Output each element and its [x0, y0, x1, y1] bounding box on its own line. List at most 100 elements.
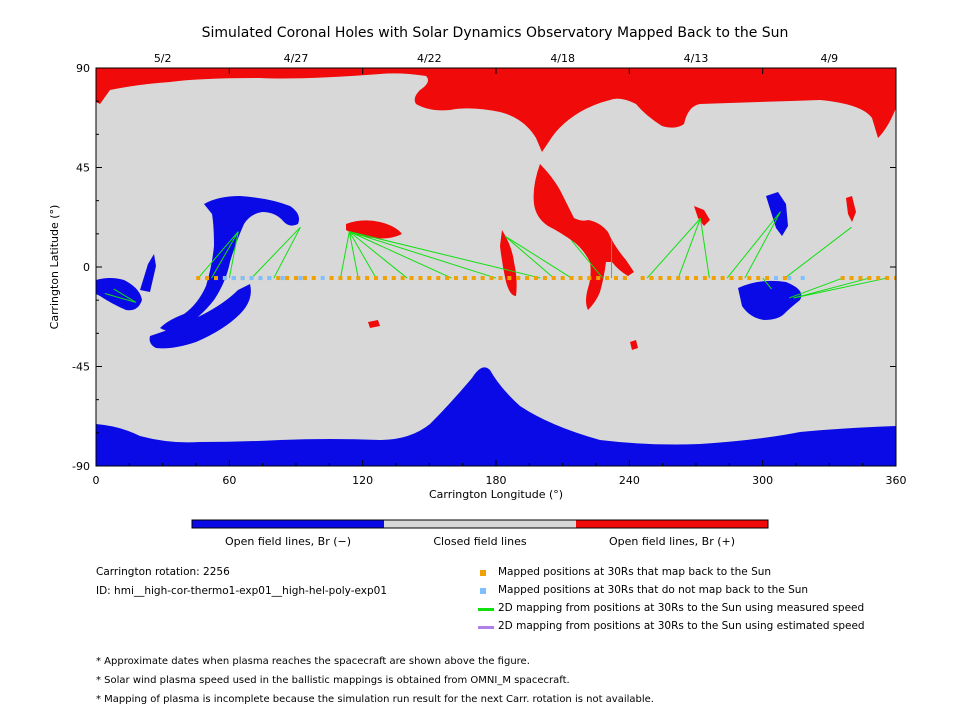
- chart-title: Simulated Coronal Holes with Solar Dynam…: [202, 25, 789, 41]
- mapped-point: [640, 276, 645, 281]
- unmapped-point: [222, 276, 227, 281]
- mapped-point: [658, 276, 663, 281]
- unmapped-point: [267, 276, 272, 281]
- mapped-point: [418, 276, 423, 281]
- unmapped-point: [240, 276, 245, 281]
- mapped-point: [498, 276, 503, 281]
- mapped-point: [454, 276, 458, 281]
- unmapped-point: [774, 276, 778, 281]
- mapped-point: [400, 276, 405, 281]
- positive-hole-small: [368, 320, 380, 328]
- mapped-point: [534, 276, 538, 281]
- mapped-point: [622, 276, 627, 281]
- mapped-point: [365, 276, 370, 281]
- y-tick-label: 0: [83, 261, 90, 274]
- mapped-point: [382, 276, 387, 281]
- mapped-point: [614, 276, 618, 281]
- mapped-point: [756, 276, 761, 281]
- measured-mapping-line: [104, 293, 137, 303]
- x-axis: 0 60 120 180 240 300 360: [93, 68, 907, 487]
- mapped-point: [560, 276, 565, 281]
- top-date-label: 4/27: [284, 52, 309, 65]
- mapped-point: [409, 276, 414, 281]
- colorbar-positive: [576, 520, 768, 528]
- positive-hole-center-b: [500, 230, 517, 296]
- negative-hole-left-edge: [96, 278, 142, 311]
- mapped-point: [782, 276, 787, 281]
- x-axis-label: Carrington Longitude (°): [429, 488, 563, 501]
- mapped-point: [338, 276, 343, 281]
- measured-mapping-line: [504, 235, 555, 279]
- x-tick-label: 0: [93, 474, 100, 487]
- mapped-point: [214, 276, 218, 281]
- unmapped-point: [787, 276, 792, 281]
- x-tick-label: 180: [486, 474, 507, 487]
- orange-square-icon: [480, 570, 486, 576]
- top-date-label: 5/2: [154, 52, 172, 65]
- measured-mapping-line: [348, 231, 359, 279]
- mapped-point: [587, 276, 592, 281]
- mapped-point: [374, 276, 378, 281]
- mapped-point: [894, 276, 896, 281]
- mapped-point: [729, 276, 734, 281]
- green-line-icon: [478, 608, 494, 611]
- mapped-point: [196, 276, 201, 281]
- mapped-point: [702, 276, 707, 281]
- mapped-point: [391, 276, 396, 281]
- mapped-point: [427, 276, 432, 281]
- measured-mapping-line: [784, 226, 852, 279]
- mapped-point: [840, 276, 845, 281]
- mapped-point: [676, 276, 681, 281]
- measured-mapping-line: [726, 211, 781, 279]
- unmapped-point: [280, 276, 285, 281]
- y-tick-label: -45: [72, 361, 90, 374]
- unmapped-point: [249, 276, 254, 281]
- measured-mapping-line: [197, 231, 239, 279]
- mapped-point: [738, 276, 743, 281]
- top-date-label: 4/13: [684, 52, 709, 65]
- mapped-point: [471, 276, 476, 281]
- positive-hole-far-right: [846, 196, 856, 222]
- unmapped-point: [800, 276, 805, 281]
- mapped-point: [445, 276, 450, 281]
- measured-mapping-line: [762, 277, 772, 290]
- measured-mapping-line: [211, 231, 239, 279]
- mapped-point: [294, 276, 298, 281]
- mapped-point: [711, 276, 716, 281]
- negative-hole-left: [160, 196, 299, 331]
- x-tick-label: 60: [222, 474, 236, 487]
- mapped-point: [605, 276, 610, 281]
- lightblue-square-icon: [480, 588, 486, 594]
- mapped-point: [765, 276, 770, 281]
- mapped-point: [525, 276, 530, 281]
- top-date-label: 4/9: [820, 52, 838, 65]
- measured-mapping-line: [349, 231, 541, 279]
- plot-area: [96, 68, 896, 466]
- mapped-point: [507, 276, 512, 281]
- colorbar-label-closed: Closed field lines: [433, 535, 527, 548]
- measured-mapping-line: [228, 231, 239, 279]
- measured-mapping-line: [349, 231, 408, 279]
- measured-mapping-line: [646, 218, 701, 279]
- colorbar-negative: [192, 520, 384, 528]
- mapped-point: [276, 276, 281, 281]
- measured-mapping-line: [113, 288, 137, 303]
- measured-mapping-line: [744, 211, 781, 279]
- carrington-rotation: Carrington rotation: 2256: [96, 566, 230, 578]
- unmapped-points: [222, 276, 805, 281]
- positive-hole-small-b: [630, 340, 638, 350]
- measured-mapping-line: [793, 277, 870, 299]
- run-id: ID: hmi__high-cor-thermo1-exp01__high-he…: [96, 585, 388, 597]
- colorbar-label-negative: Open field lines, Br (−): [224, 535, 352, 548]
- y-axis-label: Carrington Latitude (°): [48, 205, 61, 330]
- y-axis: 90 45 0 -45 -90: [72, 62, 896, 473]
- negative-hole-spike: [140, 254, 156, 292]
- mapped-point: [858, 276, 863, 281]
- measured-mapping-line: [273, 226, 301, 279]
- note-incomplete: * Mapping of plasma is incomplete becaus…: [96, 694, 654, 705]
- mapped-point: [462, 276, 467, 281]
- measured-mapping-line: [699, 218, 710, 279]
- x-tick-label: 240: [619, 474, 640, 487]
- mapped-point: [649, 276, 654, 281]
- measured-mapping-line: [348, 231, 377, 279]
